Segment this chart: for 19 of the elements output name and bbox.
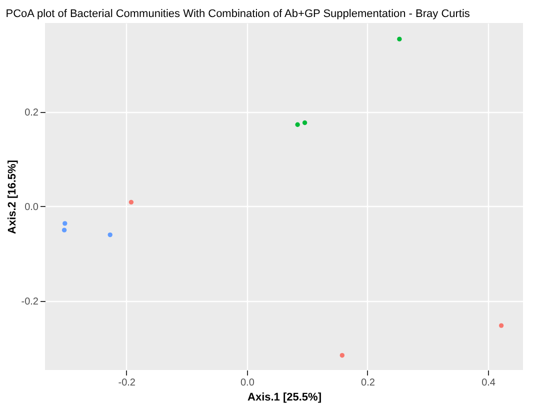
point xyxy=(498,323,504,328)
point xyxy=(108,232,112,238)
point xyxy=(128,200,134,205)
chart-title: PCoA plot of Bacterial Communities With Combination of Ab+GP Supplementation - Bray Curtis xyxy=(6,8,470,20)
y-axis-title: Axis.2 [16.5%] xyxy=(6,160,18,234)
y-tick-label: 0.0 xyxy=(24,202,39,213)
x-tick-label: -0.2 xyxy=(118,378,136,388)
point xyxy=(340,353,345,358)
x-tick-label: 0.2 xyxy=(361,378,376,388)
y-tick-label: -0.2 xyxy=(21,296,39,308)
x-tick-label: 0.0 xyxy=(240,378,255,388)
point xyxy=(302,120,308,126)
point xyxy=(62,228,67,232)
y-tick-label: 0.2 xyxy=(24,107,39,118)
x-tick-label: 0.4 xyxy=(482,378,496,388)
point xyxy=(397,36,402,42)
point xyxy=(295,122,300,127)
point xyxy=(62,221,68,226)
x-axis-title: Axis.1 [25.5%] xyxy=(248,392,322,404)
